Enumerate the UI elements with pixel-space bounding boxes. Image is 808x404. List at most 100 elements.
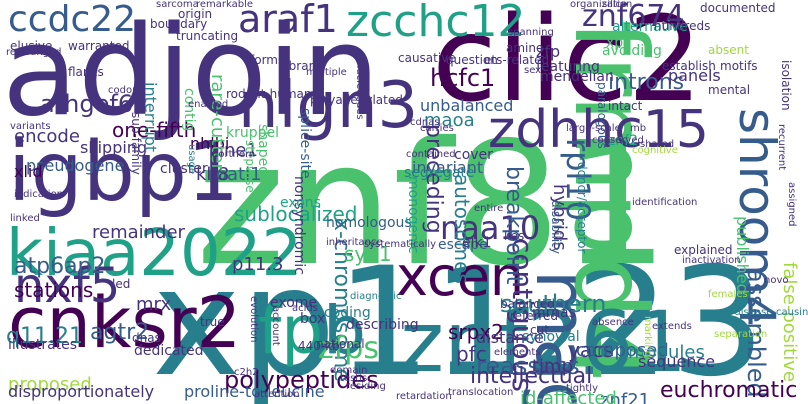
- word-170: systematically: [364, 239, 437, 250]
- word-93: exons: [280, 195, 321, 211]
- word-113: referred: [510, 309, 559, 323]
- word-9: kiaa2022: [6, 217, 303, 291]
- word-109: synovial: [522, 329, 580, 345]
- word-194: nucleotides: [354, 62, 365, 120]
- word-112: balanced: [500, 297, 555, 311]
- word-156: conserved: [592, 135, 644, 146]
- word-33: euchromatic: [660, 378, 798, 403]
- word-189: attention: [254, 389, 300, 400]
- word-105: true: [200, 315, 225, 329]
- word-90: homologous: [326, 215, 412, 231]
- word-94: escape: [438, 237, 488, 253]
- word-164: donor/acceptor: [575, 162, 589, 254]
- word-159: mb: [630, 123, 647, 134]
- word-57: proline-to-leucine: [184, 382, 325, 401]
- word-142: sex: [524, 65, 542, 76]
- word-146: codon: [108, 85, 139, 96]
- word-119: flanks: [68, 65, 104, 79]
- word-70: xp: [606, 35, 624, 51]
- word-151: enabled: [188, 99, 229, 110]
- word-118: elusive: [10, 39, 53, 53]
- word-139: isolation: [779, 60, 793, 111]
- word-131: ets-related: [484, 53, 550, 67]
- word-35: breakpoint: [501, 166, 526, 285]
- word-176: extends: [652, 321, 692, 332]
- word-171: explained: [674, 243, 733, 257]
- word-160: usage: [186, 144, 197, 175]
- word-48: agtr2: [90, 320, 150, 345]
- word-41: stations: [14, 278, 94, 302]
- word-10: nlgn3: [238, 69, 419, 143]
- word-120: sub-family: [129, 112, 143, 175]
- word-18: zcchc12: [346, 0, 526, 47]
- word-165: disability: [549, 200, 563, 254]
- word-36: autosomes: [450, 174, 474, 284]
- word-180: diagnostic: [350, 291, 402, 302]
- word-26: arhgef6: [40, 90, 134, 118]
- word-76: modules: [628, 342, 705, 363]
- word-150: remarkable: [196, 0, 254, 10]
- word-62: p11.3: [232, 254, 284, 275]
- word-123: polyadenylated: [310, 93, 403, 107]
- word-87: cover: [454, 147, 493, 163]
- word-183: account: [270, 306, 281, 346]
- word-167: linked: [10, 213, 40, 224]
- word-162: contained: [406, 149, 456, 160]
- word-63: syn1: [344, 242, 392, 266]
- word-80: featuring: [536, 59, 600, 75]
- word-115: boundary: [150, 17, 208, 31]
- word-86: coding: [324, 305, 371, 321]
- word-72: znf2: [608, 133, 639, 149]
- word-177: marking: [642, 316, 653, 358]
- word-32: polypeptides: [224, 366, 379, 394]
- word-129: causative: [398, 51, 456, 65]
- word-43: unbalanced: [420, 96, 514, 115]
- word-69: maoa: [424, 110, 475, 131]
- word-135: hundreds: [654, 19, 711, 33]
- word-53: yacs: [568, 338, 614, 362]
- word-21: znf674: [582, 0, 685, 34]
- word-91: nonsyndromic: [291, 176, 307, 275]
- word-65: pseudogene: [26, 156, 125, 175]
- word-175: absence: [592, 317, 634, 328]
- word-95: lies: [504, 229, 525, 243]
- word-185: testis: [340, 373, 368, 384]
- word-3: adjoin: [2, 0, 381, 144]
- word-181: acids: [292, 303, 318, 314]
- word-140: mental: [708, 83, 751, 97]
- word-71: zfp: [536, 42, 561, 61]
- word-40: sublocalized: [234, 202, 358, 226]
- word-25: atp6ap2: [14, 254, 106, 279]
- word-88: invariant: [412, 158, 484, 177]
- word-174: females: [708, 289, 748, 300]
- word-67: klf8: [196, 164, 230, 185]
- word-137: establish: [662, 59, 716, 73]
- word-188: retardation: [396, 391, 452, 402]
- word-96: intact: [608, 99, 643, 113]
- word-111: cut: [530, 323, 549, 337]
- word-83: avoiding: [602, 43, 662, 59]
- word-15: xcen: [396, 245, 525, 308]
- word-169: inheritance: [326, 237, 383, 248]
- word-172: inactivation: [682, 255, 741, 266]
- word-2: znf81: [196, 106, 670, 304]
- word-138: motifs: [720, 59, 758, 73]
- word-116: truncating: [176, 29, 239, 43]
- word-16: zdhhc15: [488, 100, 709, 160]
- word-29: introns: [608, 70, 685, 95]
- word-148: rearranged: [6, 47, 62, 58]
- word-23: naa10: [440, 209, 541, 247]
- word-149: sarcoma: [156, 0, 199, 10]
- word-108: 440-kb: [298, 339, 340, 353]
- word-158: cognitive: [632, 145, 678, 156]
- word-17: nxf5: [14, 258, 121, 314]
- word-152: multiple: [306, 67, 347, 78]
- word-173: novo: [764, 275, 789, 286]
- word-82: alternative: [612, 19, 688, 35]
- word-103: dedicated: [134, 343, 204, 359]
- word-44: encode: [14, 126, 80, 147]
- word-99: elk1: [462, 235, 492, 251]
- word-127: forms: [250, 53, 285, 67]
- word-50: srpx2: [448, 320, 504, 344]
